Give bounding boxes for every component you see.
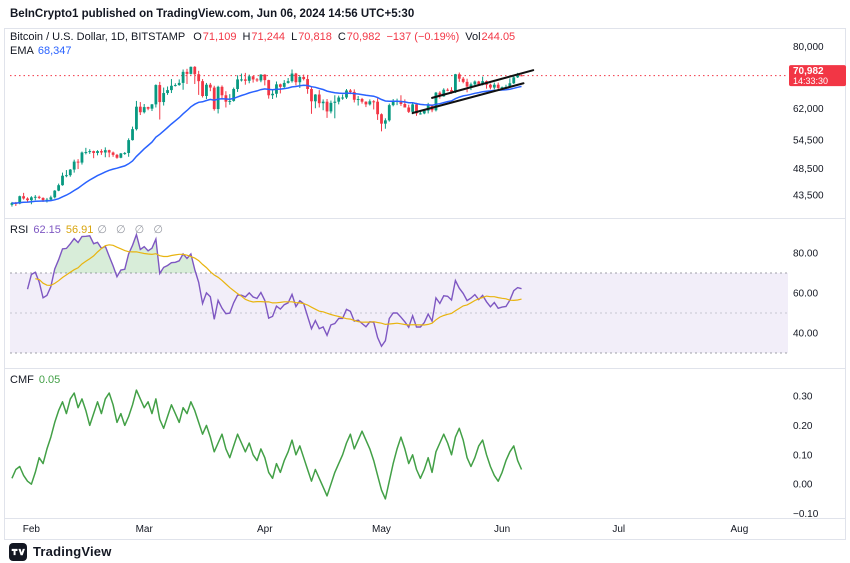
open-label: O xyxy=(193,31,202,43)
change: −137 (−0.19%) xyxy=(386,31,459,44)
low-value: 70,818 xyxy=(298,31,332,43)
svg-text:48,500: 48,500 xyxy=(793,164,824,175)
svg-text:54,500: 54,500 xyxy=(793,136,824,147)
svg-text:Feb: Feb xyxy=(23,524,41,535)
svg-text:43,500: 43,500 xyxy=(793,191,824,202)
svg-text:0.30: 0.30 xyxy=(793,391,813,402)
cmf-line xyxy=(11,389,523,500)
chart-frame xyxy=(4,28,846,540)
svg-text:−0.10: −0.10 xyxy=(793,509,819,520)
svg-text:80.00: 80.00 xyxy=(793,249,818,260)
close-value: 70,982 xyxy=(346,31,381,43)
tradingview-wordmark[interactable]: TradingView xyxy=(33,544,112,559)
svg-text:Jul: Jul xyxy=(612,524,625,535)
cmf-value: 0.05 xyxy=(38,374,61,386)
ema-line xyxy=(11,84,522,204)
candles xyxy=(10,66,523,207)
trendline xyxy=(431,69,535,99)
ema-value: 68,347 xyxy=(37,45,72,57)
rsi-hidden-values: ∅ ∅ ∅ ∅ xyxy=(97,224,166,236)
time-axis: Feb Mar Apr May Jun Jul Aug xyxy=(23,524,748,535)
ohlc-high: H 71,244 xyxy=(242,31,285,44)
svg-text:14:33:30: 14:33:30 xyxy=(793,76,828,86)
svg-text:60.00: 60.00 xyxy=(793,289,818,300)
ohlc-open: O 71,109 xyxy=(193,31,236,44)
rsi-label: RSI xyxy=(10,224,29,236)
ema-label: EMA xyxy=(10,45,34,57)
footer-bar: TradingView xyxy=(0,540,850,563)
rsi-pane xyxy=(10,232,788,354)
change-value: −137 (−0.19%) xyxy=(386,31,460,43)
volume: Vol 244.05 xyxy=(465,31,515,44)
rsi-ma-line xyxy=(35,244,522,326)
rsi-legend: RSI 62.15 56.91 ∅ ∅ ∅ ∅ xyxy=(10,224,166,237)
svg-text:Jun: Jun xyxy=(494,524,510,535)
symbol-title: Bitcoin / U.S. Dollar, 1D, BITSTAMP xyxy=(10,31,186,43)
svg-text:0.10: 0.10 xyxy=(793,450,813,461)
rsi-ma-value: 56.91 xyxy=(65,224,94,236)
svg-text:40.00: 40.00 xyxy=(793,329,818,340)
rsi-band xyxy=(10,273,788,353)
svg-text:May: May xyxy=(372,524,391,535)
rsi-overbought-fill xyxy=(34,234,196,273)
low-label: L xyxy=(291,31,298,43)
rsi-value: 62.15 xyxy=(33,224,61,236)
rsi-line xyxy=(26,232,522,348)
volume-label: Vol xyxy=(465,31,481,43)
ema-legend: EMA 68,347 xyxy=(10,45,78,58)
tradingview-logo-icon[interactable] xyxy=(9,542,27,561)
svg-text:0.00: 0.00 xyxy=(793,480,813,491)
price-axis: 80,000 62,000 54,500 48,500 43,500 80.00 60.00… xyxy=(793,42,824,520)
cmf-legend: CMF 0.05 xyxy=(10,374,60,387)
publish-caption: BeInCrypto1 published on TradingView.com… xyxy=(10,8,415,20)
chart-canvas[interactable]: 80,000 62,000 54,500 48,500 43,500 80.00 60.00… xyxy=(0,28,850,540)
close-label: C xyxy=(337,31,346,43)
ohlc-close: C 70,982 xyxy=(338,31,381,44)
svg-text:70,982: 70,982 xyxy=(793,66,824,77)
ema: EMA 68,347 xyxy=(10,45,72,58)
high-value: 71,244 xyxy=(251,31,286,43)
svg-text:Mar: Mar xyxy=(136,524,154,535)
svg-text:Apr: Apr xyxy=(257,524,273,535)
svg-text:80,000: 80,000 xyxy=(793,42,824,53)
price-legend: Bitcoin / U.S. Dollar, 1D, BITSTAMP O 71,… xyxy=(10,31,521,44)
open-value: 71,109 xyxy=(202,31,237,43)
high-label: H xyxy=(242,31,251,43)
trendlines xyxy=(411,69,535,115)
ohlc-low: L 70,818 xyxy=(291,31,332,44)
svg-text:0.20: 0.20 xyxy=(793,421,813,432)
trendline xyxy=(411,82,525,115)
svg-text:Aug: Aug xyxy=(730,524,748,535)
cmf-label: CMF xyxy=(10,374,34,386)
volume-value: 244.05 xyxy=(481,31,516,43)
svg-text:62,000: 62,000 xyxy=(793,104,824,115)
publish-caption-bar: BeInCrypto1 published on TradingView.com… xyxy=(0,0,850,28)
